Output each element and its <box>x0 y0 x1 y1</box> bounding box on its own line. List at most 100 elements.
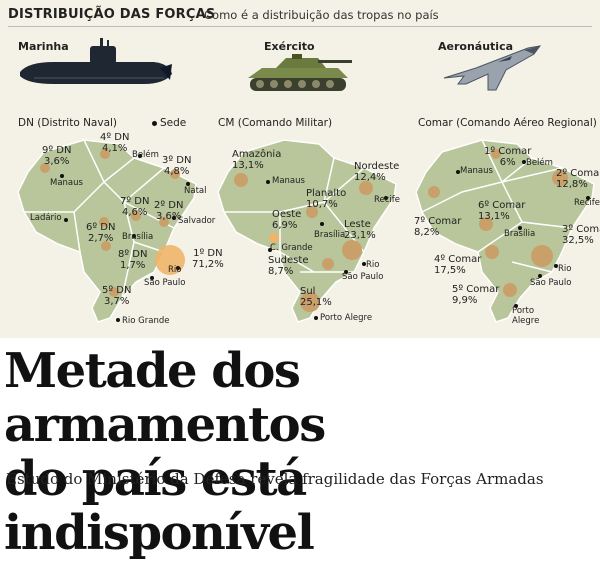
army-region-oeste-value: 6,9% <box>272 220 298 231</box>
navy-region-1-name: 1º DN <box>193 248 223 259</box>
air-region-6: 6º Comar 13,1% <box>478 200 525 222</box>
navy-region-1: 1º DN 71,2% <box>192 248 224 270</box>
navy-region-8-name: 8º DN <box>118 249 148 260</box>
headline-line-2: do país está indisponível <box>4 451 315 561</box>
army-region-oeste: Oeste 6,9% <box>272 209 301 231</box>
army-region-planalto-value: 10,7% <box>306 199 338 210</box>
army-region-nordeste-name: Nordeste <box>354 161 400 172</box>
army-region-nordeste-value: 12,4% <box>354 172 386 183</box>
air-city-sao-paulo: São Paulo <box>530 278 572 288</box>
air-region-5: 5º Comar 9,9% <box>452 284 499 306</box>
air-region-3-value: 32,5% <box>562 235 594 246</box>
air-region-7: 7º Comar 8,2% <box>414 216 461 238</box>
air-region-6-value: 13,1% <box>478 211 510 222</box>
air-map <box>415 139 595 323</box>
navy-city-ladario: Ladário <box>30 213 62 223</box>
branch-label-army: Exército <box>264 40 315 53</box>
navy-region-3-value: 4,8% <box>164 166 190 177</box>
air-region-2-value: 12,8% <box>556 179 588 190</box>
air-region-1: 1º Comar 6% <box>484 146 531 168</box>
tank-icon <box>248 54 352 91</box>
legend-sede-label: Sede <box>160 117 187 129</box>
army-map <box>217 139 397 323</box>
army-region-planalto-name: Planalto <box>306 188 347 199</box>
headline-line-1: Metade dos armamentos <box>4 343 326 453</box>
army-city-brasilia: Brasília <box>314 230 346 240</box>
air-region-7-name: 7º Comar <box>414 216 462 227</box>
navy-region-3: 3º DN 4,8% <box>162 155 191 177</box>
navy-city-sao-paulo: São Paulo <box>144 278 186 288</box>
air-city-brasilia: Brasília <box>504 229 536 239</box>
navy-region-6: 6º DN 2,7% <box>86 222 115 244</box>
air-region-7-value: 8,2% <box>414 227 440 238</box>
air-panel-title: Comar (Comando Aéreo Regional) <box>418 117 597 129</box>
fighter-jet-icon <box>443 45 542 91</box>
navy-region-1-value: 71,2% <box>192 259 224 270</box>
air-region-2: 2º Comar 12,8% <box>556 168 600 190</box>
army-city-manaus: Manaus <box>272 176 305 186</box>
army-region-leste-value: 23,1% <box>344 230 376 241</box>
army-region-sudeste-value: 8,7% <box>268 266 294 277</box>
air-city-belem: Belém <box>526 158 553 168</box>
air-region-5-value: 9,9% <box>452 295 478 306</box>
navy-region-4-value: 4,1% <box>102 143 128 154</box>
army-region-planalto: Planalto 10,7% <box>306 188 346 210</box>
air-region-5-name: 5º Comar <box>452 284 500 295</box>
navy-region-5-name: 5º DN <box>102 285 132 296</box>
army-region-sul: Sul 25,1% <box>300 286 332 308</box>
navy-region-3-name: 3º DN <box>162 155 192 166</box>
navy-region-8-value: 1,7% <box>120 260 146 271</box>
air-region-6-name: 6º Comar <box>478 200 526 211</box>
army-region-amazonia-name: Amazônia <box>232 149 282 160</box>
navy-region-5-value: 3,7% <box>104 296 130 307</box>
air-city-recife: Recife <box>574 198 600 208</box>
army-region-leste-name: Leste <box>344 219 371 230</box>
army-region-leste: Leste 23,1% <box>344 219 376 241</box>
navy-region-7-value: 4,6% <box>122 207 148 218</box>
air-region-4-value: 17,5% <box>434 265 466 276</box>
army-region-amazonia: Amazônia 13,1% <box>232 149 281 171</box>
legend-sede: Sede <box>152 117 186 129</box>
infographic-subtitle: Como é a distribuição das tropas no país <box>204 8 439 22</box>
air-region-3: 3º Comar32,5% <box>562 224 600 246</box>
headline: Metade dos armamentos do país está indis… <box>4 344 600 560</box>
navy-city-rio-grande: Rio Grande <box>122 316 170 326</box>
infographic-title: DISTRIBUIÇÃO DAS FORÇAS <box>8 7 216 22</box>
air-region-4: 4º Comar 17,5% <box>434 254 481 276</box>
army-region-sudeste-name: Sudeste <box>268 255 309 266</box>
air-city-porto-alegre: Porto Alegre <box>512 306 540 326</box>
army-region-sul-name: Sul <box>300 286 316 297</box>
air-city-manaus: Manaus <box>460 166 493 176</box>
subheadline: Estudo do Ministério da Defesa revela fr… <box>6 470 544 488</box>
navy-region-2-name: 2º DN <box>154 200 184 211</box>
air-region-2-name: 2º Comar <box>556 168 600 179</box>
navy-panel-title: DN (Distrito Naval) <box>18 117 118 129</box>
army-city-recife: Recife <box>374 195 401 205</box>
navy-city-belem: Belém <box>132 150 159 160</box>
army-region-sudeste: Sudeste 8,7% <box>268 255 308 277</box>
army-region-amazonia-value: 13,1% <box>232 160 264 171</box>
air-city-rio: Rio <box>558 264 572 274</box>
infographic-box: DISTRIBUIÇÃO DAS FORÇAS Como é a distrib… <box>0 0 600 338</box>
header-divider <box>8 26 592 27</box>
navy-region-9-value: 3,6% <box>44 156 70 167</box>
navy-city-rio: Rio <box>168 265 182 275</box>
navy-region-4-name: 4º DN <box>100 132 130 143</box>
navy-region-9: 9º DN 3,6% <box>42 145 71 167</box>
navy-city-brasilia: Brasília <box>122 232 154 242</box>
army-region-nordeste: Nordeste 12,4% <box>354 161 399 183</box>
army-region-sul-value: 25,1% <box>300 297 332 308</box>
army-city-sao-paulo: São Paulo <box>342 272 384 282</box>
branch-label-navy: Marinha <box>18 40 69 53</box>
army-city-rio: Rio <box>366 260 380 270</box>
army-city-campo-grande: C. Grande <box>270 243 313 253</box>
navy-region-2: 2º DN 3,6% <box>154 200 183 222</box>
air-region-1-value: 6% <box>499 157 516 168</box>
navy-region-6-value: 2,7% <box>88 233 114 244</box>
navy-city-manaus: Manaus <box>50 178 83 188</box>
navy-region-9-name: 9º DN <box>42 145 72 156</box>
navy-region-5: 5º DN 3,7% <box>102 285 131 307</box>
navy-map <box>17 139 197 323</box>
army-region-oeste-name: Oeste <box>272 209 302 220</box>
army-city-porto-alegre: Porto Alegre <box>320 313 373 323</box>
